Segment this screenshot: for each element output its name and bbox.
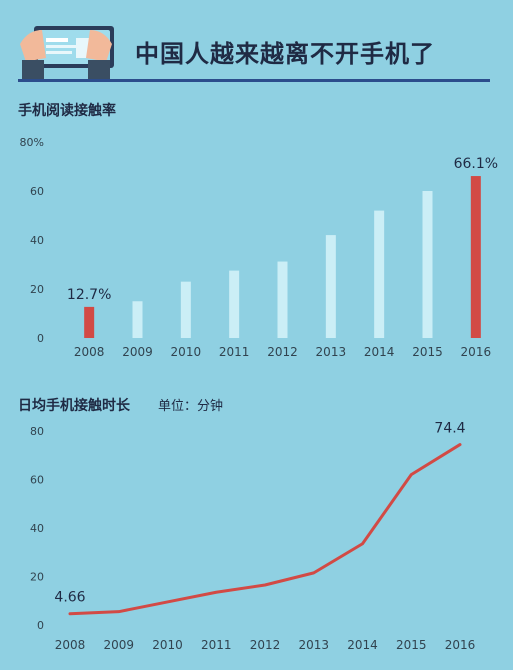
data-label-2016: 74.4 — [434, 421, 465, 437]
usage-series-line — [68, 443, 462, 616]
x-tick-label: 2011 — [201, 638, 232, 652]
data-label-2008: 4.66 — [54, 590, 85, 606]
data-label-2008: 12.7% — [67, 287, 111, 303]
title-rule — [18, 79, 490, 82]
y-tick-label: 80 — [30, 425, 44, 438]
bar-chart-title: 手机阅读接触率 — [18, 103, 116, 119]
y-tick-label: 40 — [30, 522, 44, 535]
x-tick-label: 2016 — [461, 345, 492, 359]
y-tick-label: 60 — [30, 185, 44, 198]
y-tick-label: 60 — [30, 474, 44, 487]
x-tick-label: 2009 — [103, 638, 134, 652]
x-tick-label: 2012 — [250, 638, 281, 652]
x-tick-label: 2009 — [122, 345, 153, 359]
x-tick-label: 2014 — [347, 638, 378, 652]
x-tick-label: 2013 — [298, 638, 329, 652]
x-tick-label: 2010 — [152, 638, 183, 652]
x-tick-label: 2015 — [396, 638, 427, 652]
daily-usage-line-chart: 0 20 40 60 80 2008 4.66 2009 2010 2011 2012 2013 201… — [30, 421, 476, 652]
line-chart-unit: 单位：分钟 — [158, 399, 224, 414]
y-tick-label: 80% — [20, 136, 44, 149]
x-tick-label: 2008 — [55, 638, 86, 652]
reading-rate-bar-chart: 0 20 40 60 80% 2008 12.7% 2009 2010 2011 2012 2013 2… — [20, 136, 499, 359]
x-tick-label: 2016 — [445, 638, 476, 652]
x-tick-label: 2008 — [74, 345, 105, 359]
bar-2015 — [422, 191, 433, 338]
bar-2008 — [84, 306, 95, 338]
y-tick-label: 20 — [30, 283, 44, 296]
bar-2014 — [374, 210, 385, 338]
line-chart-title: 日均手机接触时长 — [18, 398, 130, 414]
bar-2011 — [229, 270, 240, 338]
x-tick-label: 2014 — [364, 345, 395, 359]
data-label-2016: 66.1% — [454, 156, 498, 172]
x-tick-label: 2010 — [171, 345, 202, 359]
bar-2016 — [470, 176, 481, 338]
bar-2013 — [325, 235, 336, 338]
header: 中国人越来越离不开手机了 — [0, 0, 513, 82]
x-tick-label: 2015 — [412, 345, 443, 359]
y-tick-label: 0 — [37, 619, 44, 632]
y-tick-label: 0 — [37, 332, 44, 345]
bar-2012 — [277, 261, 288, 338]
x-tick-label: 2011 — [219, 345, 250, 359]
x-tick-label: 2013 — [316, 345, 347, 359]
hands-holding-phone-icon — [20, 26, 114, 80]
bar-2010 — [180, 281, 191, 338]
y-tick-label: 40 — [30, 234, 44, 247]
page-title: 中国人越来越离不开手机了 — [135, 40, 435, 68]
y-tick-label: 20 — [30, 571, 44, 584]
x-tick-label: 2012 — [267, 345, 298, 359]
bar-2009 — [132, 301, 143, 338]
